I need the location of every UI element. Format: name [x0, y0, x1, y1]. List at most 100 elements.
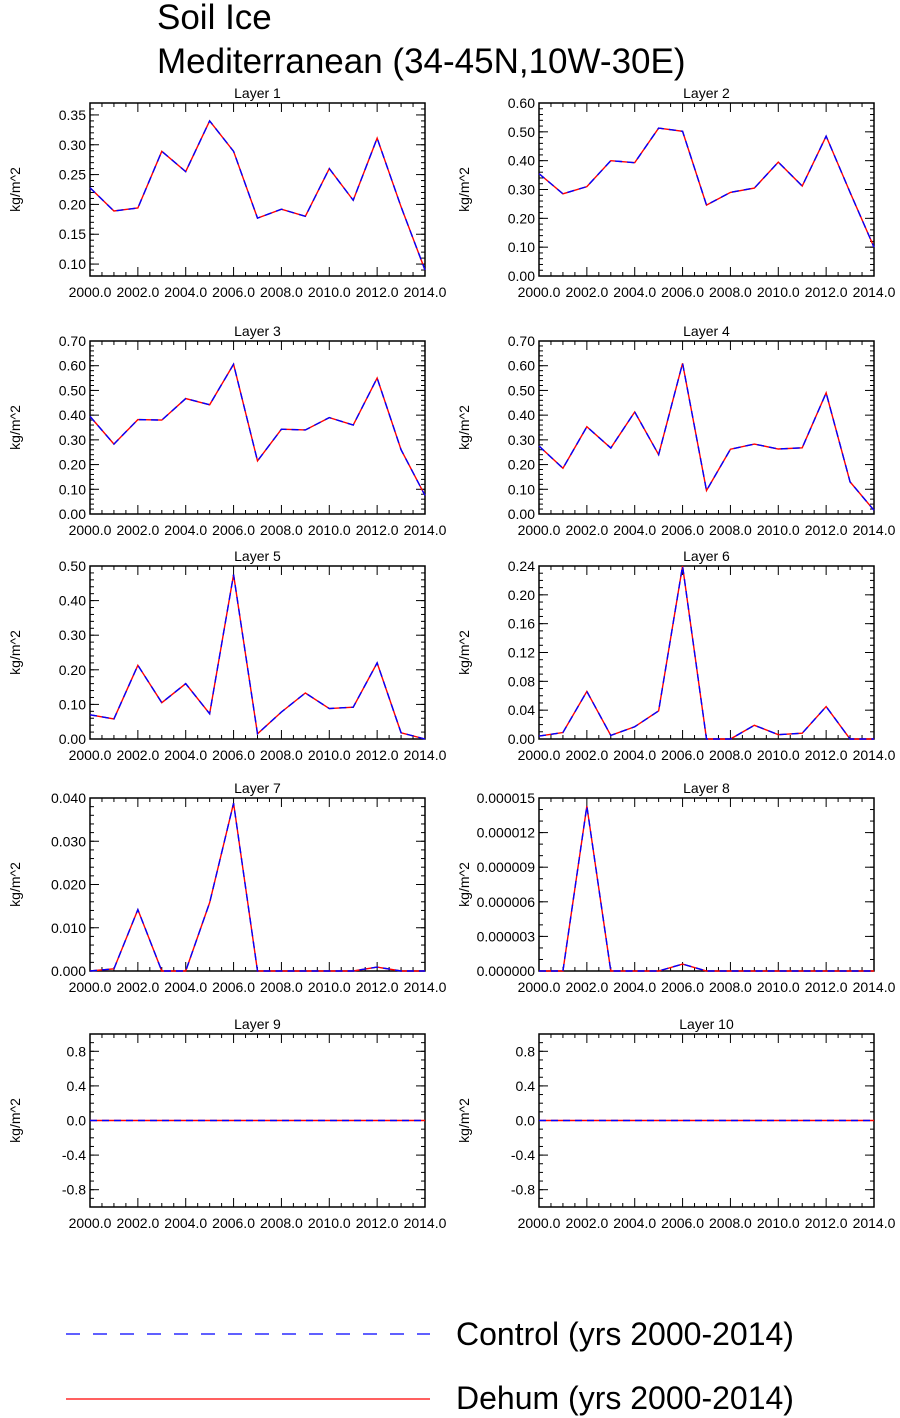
x-tick-label: 2002.0 — [565, 284, 608, 300]
y-axis-label: kg/m^2 — [456, 405, 472, 450]
y-tick-label: 0.10 — [508, 239, 535, 255]
y-tick-label: 0.30 — [508, 182, 535, 198]
x-tick-label: 2014.0 — [853, 522, 896, 538]
x-tick-label: 2014.0 — [404, 284, 447, 300]
x-tick-label: 2000.0 — [69, 1215, 112, 1231]
legend-label-control: Control (yrs 2000-2014) — [456, 1316, 794, 1352]
x-tick-label: 2004.0 — [613, 522, 656, 538]
x-tick-label: 2002.0 — [116, 284, 159, 300]
x-tick-label: 2000.0 — [518, 522, 561, 538]
x-tick-label: 2012.0 — [356, 284, 399, 300]
figure-subtitle: Mediterranean (34-45N,10W-30E) — [157, 42, 686, 81]
x-tick-label: 2006.0 — [661, 1215, 704, 1231]
x-tick-label: 2008.0 — [709, 747, 752, 763]
x-tick-label: 2006.0 — [212, 284, 255, 300]
x-tick-label: 2014.0 — [853, 979, 896, 995]
y-tick-label: 0.000 — [51, 963, 86, 979]
series-line-dehum — [89, 803, 425, 972]
chart-panel-7: Layer 7 kg/m^2 2000.0 2002.0 2004.0 2006.0 200… — [7, 780, 447, 995]
y-tick-label: 0.000003 — [477, 928, 536, 944]
x-tick-label: 2004.0 — [164, 1215, 207, 1231]
x-tick-label: 2002.0 — [565, 979, 608, 995]
y-tick-label: -0.8 — [62, 1182, 86, 1198]
x-tick-label: 2002.0 — [116, 747, 159, 763]
chart-panel-2: Layer 2 kg/m^2 2000.0 2002.0 2004.0 2006.0 200… — [456, 85, 896, 300]
y-tick-label: 0.50 — [508, 124, 535, 140]
y-tick-label: 0.16 — [508, 616, 535, 632]
x-tick-label: 2002.0 — [565, 747, 608, 763]
y-axis-label: kg/m^2 — [456, 630, 472, 675]
y-tick-label: 0.40 — [59, 593, 86, 609]
y-tick-label: 0.10 — [59, 256, 86, 272]
x-tick-label: 2010.0 — [757, 747, 800, 763]
x-tick-label: 2008.0 — [709, 979, 752, 995]
y-tick-label: 0.20 — [508, 210, 535, 226]
y-tick-label: 0.20 — [59, 662, 86, 678]
chart-panel-1: Layer 1 kg/m^2 2000.0 2002.0 2004.0 2006.0 200… — [7, 85, 447, 300]
y-tick-label: 0.08 — [508, 673, 535, 689]
y-tick-label: 0.0 — [516, 1113, 536, 1129]
y-tick-label: -0.8 — [511, 1182, 535, 1198]
y-tick-label: 0.00 — [508, 268, 535, 284]
plot-frame — [89, 102, 426, 277]
x-tick-label: 2006.0 — [212, 747, 255, 763]
y-tick-label: 0.8 — [67, 1043, 87, 1059]
y-tick-label: 0.000012 — [477, 825, 536, 841]
y-axis-label: kg/m^2 — [456, 862, 472, 907]
x-tick-label: 2008.0 — [260, 284, 303, 300]
x-tick-label: 2014.0 — [404, 1215, 447, 1231]
y-tick-label: -0.4 — [511, 1147, 535, 1163]
x-tick-label: 2002.0 — [116, 522, 159, 538]
panel-title: Layer 9 — [234, 1016, 281, 1032]
x-tick-label: 2010.0 — [757, 284, 800, 300]
y-axis-label: kg/m^2 — [7, 1098, 23, 1143]
y-tick-label: 0.60 — [508, 95, 535, 111]
chart-panel-3: Layer 3 kg/m^2 2000.0 2002.0 2004.0 2006.0 200… — [7, 323, 447, 538]
panel-title: Layer 8 — [683, 780, 730, 796]
x-tick-label: 2014.0 — [404, 979, 447, 995]
chart-panel-9: Layer 9 kg/m^2 2000.0 2002.0 2004.0 2006.0 200… — [7, 1016, 447, 1231]
series-line-control — [89, 362, 426, 496]
series-line-dehum — [538, 127, 875, 248]
chart-panel-10: Layer 10 kg/m^2 2000.0 2002.0 2004.0 2006.0 20… — [456, 1016, 896, 1231]
y-tick-label: 0.20 — [59, 196, 86, 212]
x-tick-label: 2008.0 — [709, 1215, 752, 1231]
x-tick-label: 2000.0 — [69, 747, 112, 763]
y-tick-label: 0.15 — [59, 226, 86, 242]
x-tick-label: 2014.0 — [853, 284, 896, 300]
x-tick-label: 2002.0 — [116, 1215, 159, 1231]
x-tick-label: 2008.0 — [260, 522, 303, 538]
y-tick-label: 0.35 — [59, 107, 86, 123]
x-tick-label: 2006.0 — [212, 979, 255, 995]
x-tick-label: 2000.0 — [69, 979, 112, 995]
x-tick-label: 2010.0 — [308, 522, 351, 538]
y-tick-label: 0.40 — [59, 407, 86, 423]
x-tick-label: 2010.0 — [757, 1215, 800, 1231]
series-line-control — [538, 565, 874, 740]
x-tick-label: 2004.0 — [164, 747, 207, 763]
plot-frame — [538, 102, 875, 277]
series-line-control — [89, 574, 426, 740]
y-tick-label: 0.00 — [508, 506, 535, 522]
x-tick-label: 2008.0 — [260, 979, 303, 995]
y-axis-label: kg/m^2 — [456, 1098, 472, 1143]
y-tick-label: 0.50 — [59, 382, 86, 398]
x-tick-label: 2010.0 — [308, 284, 351, 300]
legend-label-dehum: Dehum (yrs 2000-2014) — [456, 1380, 794, 1416]
x-tick-label: 2004.0 — [164, 284, 207, 300]
x-tick-label: 2012.0 — [356, 747, 399, 763]
panel-title: Layer 1 — [234, 85, 281, 101]
x-tick-label: 2006.0 — [212, 1215, 255, 1231]
y-tick-label: 0.040 — [51, 790, 86, 806]
x-tick-label: 2012.0 — [805, 979, 848, 995]
x-tick-label: 2014.0 — [404, 747, 447, 763]
x-tick-label: 2010.0 — [757, 522, 800, 538]
y-tick-label: 0.4 — [516, 1078, 536, 1094]
y-tick-label: 0.25 — [59, 167, 86, 183]
x-tick-label: 2002.0 — [116, 979, 159, 995]
plot-frame — [538, 565, 875, 740]
x-tick-label: 2010.0 — [757, 979, 800, 995]
y-tick-label: 0.70 — [508, 333, 535, 349]
plot-frame — [89, 340, 426, 515]
y-tick-label: 0.10 — [59, 481, 86, 497]
